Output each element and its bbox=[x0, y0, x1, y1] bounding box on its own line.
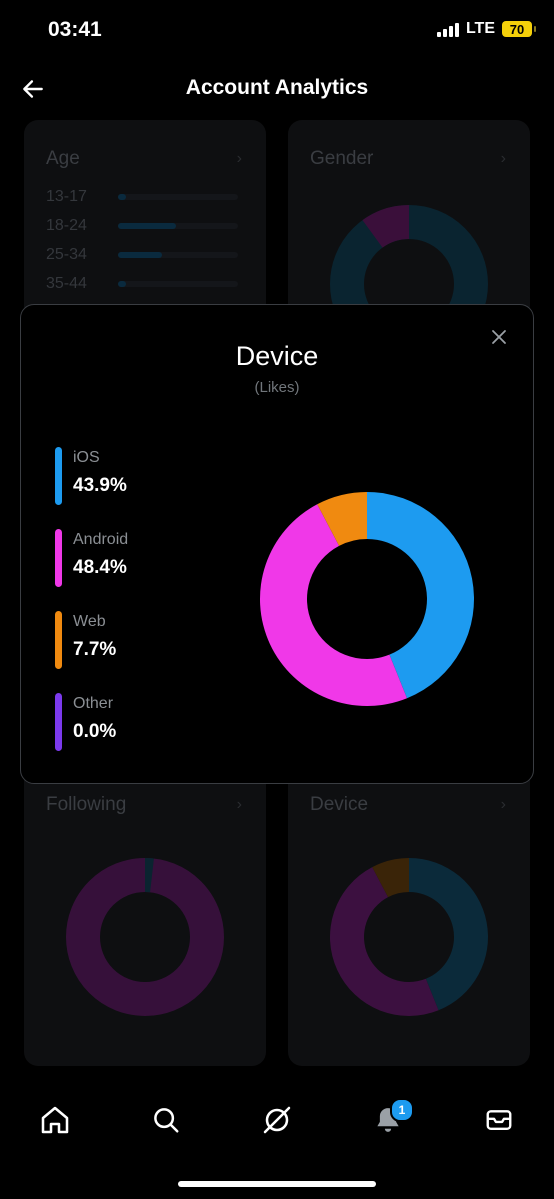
age-label: 13-17 bbox=[46, 188, 87, 205]
device-card[interactable]: Device › bbox=[288, 766, 530, 1066]
donut-slice-web bbox=[317, 492, 367, 546]
nav-grok[interactable] bbox=[257, 1100, 297, 1140]
battery-icon: 70 bbox=[502, 21, 536, 37]
legend-color-bar bbox=[55, 447, 62, 505]
mini-donut-slice-web bbox=[372, 858, 409, 898]
network-label: LTE bbox=[465, 20, 495, 37]
age-card[interactable]: Age › 13-17 18-24 25-34 35-44 bbox=[24, 120, 266, 320]
home-icon bbox=[41, 1106, 69, 1134]
legend-color-bar bbox=[55, 611, 62, 669]
legend-value: 48.4% bbox=[73, 557, 127, 578]
age-card-title: Age bbox=[46, 148, 80, 169]
device-modal: Device (Likes) iOS 43.9% Android 48.4% Web 7.… bbox=[20, 304, 534, 784]
device-mini-donut bbox=[330, 858, 488, 1016]
status-indicators: LTE 70 bbox=[436, 20, 536, 38]
home-indicator bbox=[178, 1181, 376, 1187]
grok-icon bbox=[263, 1106, 291, 1134]
age-bar-fill bbox=[118, 281, 126, 287]
following-card-title: Following bbox=[46, 794, 127, 815]
age-bar-track bbox=[118, 194, 238, 200]
search-icon bbox=[154, 1108, 179, 1133]
notification-badge: 1 bbox=[390, 1098, 414, 1122]
age-label: 25-34 bbox=[46, 246, 87, 263]
age-bar-track bbox=[118, 223, 238, 229]
age-bar-fill bbox=[118, 252, 163, 258]
device-donut-chart bbox=[259, 492, 474, 706]
legend-label: Other bbox=[73, 695, 114, 712]
legend-value: 43.9% bbox=[73, 475, 127, 496]
legend-color-bar bbox=[55, 529, 62, 587]
age-label: 18-24 bbox=[46, 217, 87, 234]
back-button[interactable] bbox=[18, 74, 48, 104]
donut-slice-android bbox=[259, 504, 408, 706]
status-time: 03:41 bbox=[48, 18, 102, 41]
gender-card[interactable]: Gender › bbox=[288, 120, 530, 320]
legend-value: 0.0% bbox=[73, 721, 117, 742]
chevron-right-icon: › bbox=[236, 150, 242, 167]
age-row: 25-34 bbox=[46, 246, 238, 264]
close-button[interactable] bbox=[487, 325, 511, 349]
mini-donut-slice-ios bbox=[409, 858, 488, 1011]
close-icon bbox=[492, 330, 506, 344]
chevron-right-icon: › bbox=[500, 796, 506, 813]
age-bar-fill bbox=[118, 194, 126, 200]
age-bar-fill bbox=[118, 223, 176, 229]
nav-search[interactable] bbox=[146, 1100, 186, 1140]
modal-subtitle: (Likes) bbox=[254, 379, 300, 396]
signal-icon bbox=[436, 21, 459, 37]
chevron-right-icon: › bbox=[236, 796, 242, 813]
gender-donut bbox=[330, 205, 488, 320]
nav-notifications[interactable]: 1 bbox=[368, 1098, 414, 1140]
donut-slice-ios bbox=[367, 492, 474, 699]
legend-value: 7.7% bbox=[73, 639, 117, 660]
legend-label: iOS bbox=[73, 449, 100, 466]
messages-icon bbox=[486, 1110, 512, 1130]
age-row: 13-17 bbox=[46, 188, 238, 206]
arrow-left-icon bbox=[23, 80, 43, 98]
following-card[interactable]: Following › bbox=[24, 766, 266, 1066]
age-bar-track bbox=[118, 281, 238, 287]
nav-home[interactable] bbox=[35, 1100, 75, 1140]
age-row: 35-44 bbox=[46, 275, 238, 293]
age-row: 18-24 bbox=[46, 217, 238, 235]
following-donut bbox=[66, 858, 224, 1016]
page-title: Account Analytics bbox=[185, 76, 369, 99]
age-label: 35-44 bbox=[46, 275, 87, 292]
legend-label: Android bbox=[73, 531, 129, 548]
device-card-title: Device bbox=[310, 794, 369, 815]
modal-title: Device bbox=[235, 341, 319, 371]
gender-card-title: Gender bbox=[310, 148, 374, 169]
nav-messages[interactable] bbox=[479, 1100, 519, 1140]
age-bar-track bbox=[118, 252, 238, 258]
battery-level: 70 bbox=[509, 21, 525, 37]
chevron-right-icon: › bbox=[500, 150, 506, 167]
legend-color-bar bbox=[55, 693, 62, 751]
mini-donut-slice-android bbox=[330, 867, 439, 1016]
legend-label: Web bbox=[73, 613, 106, 630]
